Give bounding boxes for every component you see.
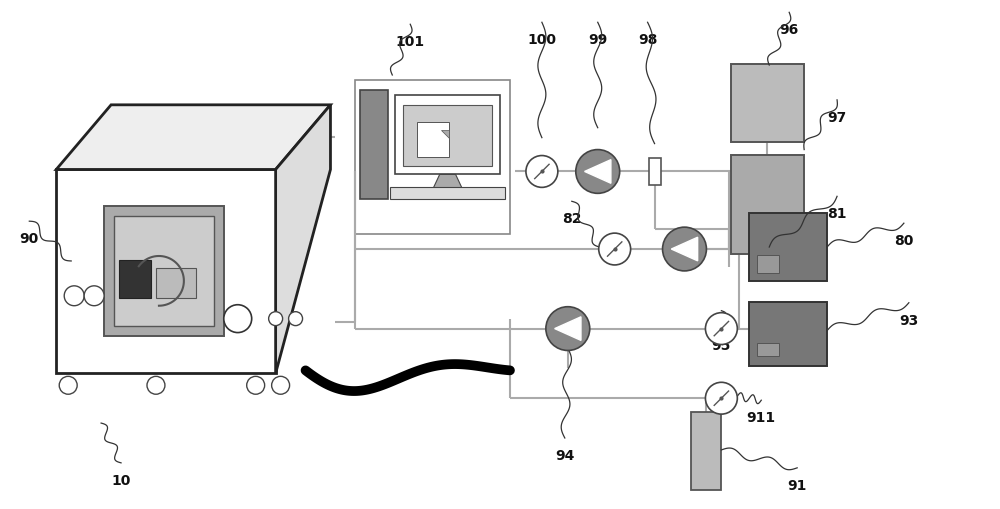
Text: 91: 91 [787,479,807,493]
Circle shape [147,376,165,394]
Circle shape [526,156,558,187]
Circle shape [705,313,737,345]
Text: 101: 101 [396,35,425,49]
Text: 100: 100 [527,33,556,47]
Bar [395,95,500,175]
Polygon shape [433,175,463,189]
Circle shape [272,376,290,394]
Text: 99: 99 [588,33,607,47]
Text: 80: 80 [894,234,914,248]
Circle shape [546,307,590,351]
Circle shape [599,233,631,265]
Polygon shape [585,160,611,183]
Circle shape [247,376,265,394]
Bar [731,64,804,142]
Circle shape [64,286,84,306]
Text: 81: 81 [827,207,847,221]
Circle shape [663,227,706,271]
Text: 90: 90 [20,232,39,246]
Bar [757,343,779,356]
Bar [749,302,827,366]
Text: 94: 94 [555,449,575,463]
Circle shape [84,286,104,306]
Bar [749,213,827,281]
Bar [403,105,492,166]
Bar [417,122,449,157]
Bar [56,169,276,373]
Text: 97: 97 [827,111,847,125]
Text: 911: 911 [747,411,776,425]
Polygon shape [276,105,330,373]
Bar [649,157,661,185]
Bar [360,90,388,200]
Bar [355,80,510,234]
Bar [119,260,151,298]
Circle shape [705,382,737,414]
Text: 82: 82 [562,212,582,226]
Polygon shape [555,317,581,341]
Circle shape [289,312,303,326]
Bar [114,216,214,326]
Circle shape [576,150,620,193]
Text: 93: 93 [899,314,918,328]
Circle shape [224,305,252,332]
Text: 10: 10 [111,474,131,488]
Text: 98: 98 [638,33,657,47]
Text: 95: 95 [712,340,731,353]
Polygon shape [671,237,698,261]
Bar [156,268,196,298]
Circle shape [59,376,77,394]
Bar [757,255,779,273]
Bar [390,187,505,200]
Bar [104,206,224,335]
Text: 96: 96 [780,23,799,37]
Bar [691,412,721,490]
Circle shape [269,312,283,326]
Polygon shape [441,130,449,137]
Bar [731,155,804,254]
Polygon shape [56,105,330,169]
